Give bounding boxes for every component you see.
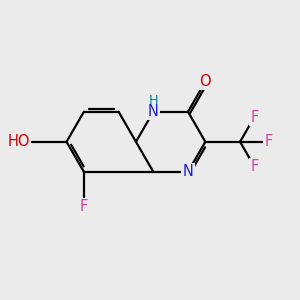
Text: HO: HO	[8, 134, 30, 149]
Text: F: F	[80, 199, 88, 214]
Text: F: F	[250, 110, 258, 124]
Text: N: N	[148, 104, 159, 119]
Text: O: O	[200, 74, 211, 89]
Text: H: H	[148, 94, 158, 107]
Text: F: F	[250, 159, 258, 174]
Text: N: N	[183, 164, 194, 179]
Text: F: F	[264, 134, 273, 149]
